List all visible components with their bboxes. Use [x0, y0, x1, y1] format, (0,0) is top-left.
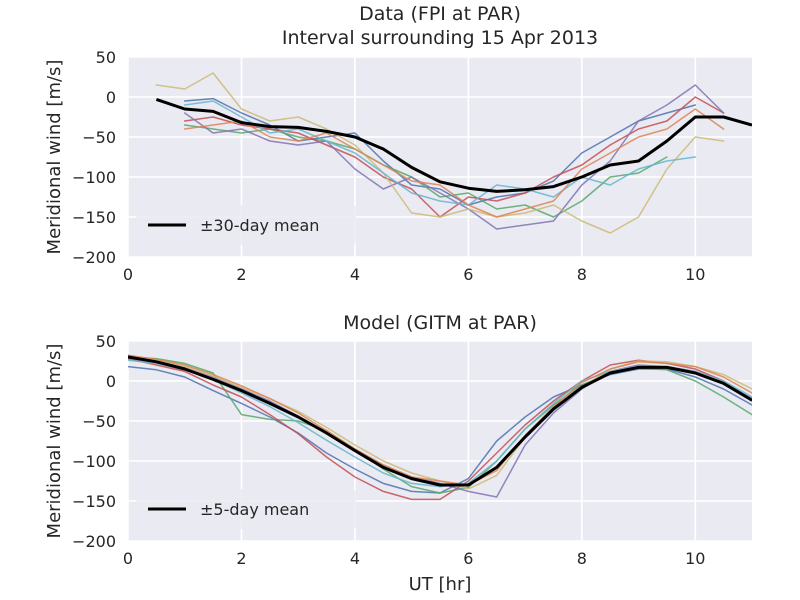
series-group	[155, 72, 752, 234]
chart-title: Data (FPI at PAR)	[359, 3, 521, 25]
y-tick-label: −100	[72, 168, 116, 187]
y-tick-label: −200	[72, 248, 116, 267]
series-line-6	[183, 100, 697, 206]
legend	[136, 489, 356, 529]
x-tick-label: 4	[350, 549, 360, 568]
series-group	[128, 354, 752, 501]
x-tick-label: 8	[577, 265, 587, 284]
chart-subtitle: Interval surrounding 15 Apr 2013	[282, 27, 598, 49]
x-axis-label: UT [hr]	[409, 574, 472, 595]
y-tick-label: 50	[96, 48, 116, 67]
panel-2: 0 2 4 6 8 10 −200 −150 −100 −50 0 50 ±5-day mean Mode…	[44, 312, 752, 595]
legend-label: ±5-day mean	[200, 500, 309, 519]
legend	[136, 205, 356, 245]
series-line-3	[183, 96, 725, 218]
y-axis-label: Meridional wind [m/s]	[44, 60, 65, 255]
mean-line	[128, 355, 752, 487]
y-tick-label: 0	[106, 88, 116, 107]
x-tick-label: 10	[685, 549, 705, 568]
series-line-1	[183, 97, 697, 206]
x-tick-label: 0	[123, 549, 133, 568]
x-tick-label: 0	[123, 265, 133, 284]
y-tick-label: 50	[96, 332, 116, 351]
y-axis-label: Meridional wind [m/s]	[44, 344, 65, 539]
y-tick-label: −100	[72, 452, 116, 471]
series-line-7	[183, 108, 725, 218]
panel-1: 0 2 4 6 8 10 −200 −150 −100 −50 0 50 ±30-day mean Dat…	[44, 3, 752, 284]
x-tick-label: 2	[236, 549, 246, 568]
x-tick-label: 8	[577, 549, 587, 568]
mean-line	[155, 97, 752, 193]
y-tick-label: −50	[82, 412, 116, 431]
x-tick-label: 2	[236, 265, 246, 284]
series-line-7	[128, 354, 752, 486]
y-tick-label: −150	[72, 492, 116, 511]
y-tick-label: −150	[72, 208, 116, 227]
x-tick-label: 6	[463, 265, 473, 284]
series-line-5	[155, 72, 725, 234]
x-tick-label: 4	[350, 265, 360, 284]
legend-label: ±30-day mean	[200, 216, 319, 235]
y-tick-label: −200	[72, 532, 116, 551]
x-tick-label: 6	[463, 549, 473, 568]
chart-title: Model (GITM at PAR)	[343, 312, 537, 334]
series-line-4	[183, 84, 725, 230]
series-line-4	[128, 354, 752, 498]
y-tick-label: −50	[82, 128, 116, 147]
x-tick-label: 10	[685, 265, 705, 284]
y-tick-label: 0	[106, 372, 116, 391]
